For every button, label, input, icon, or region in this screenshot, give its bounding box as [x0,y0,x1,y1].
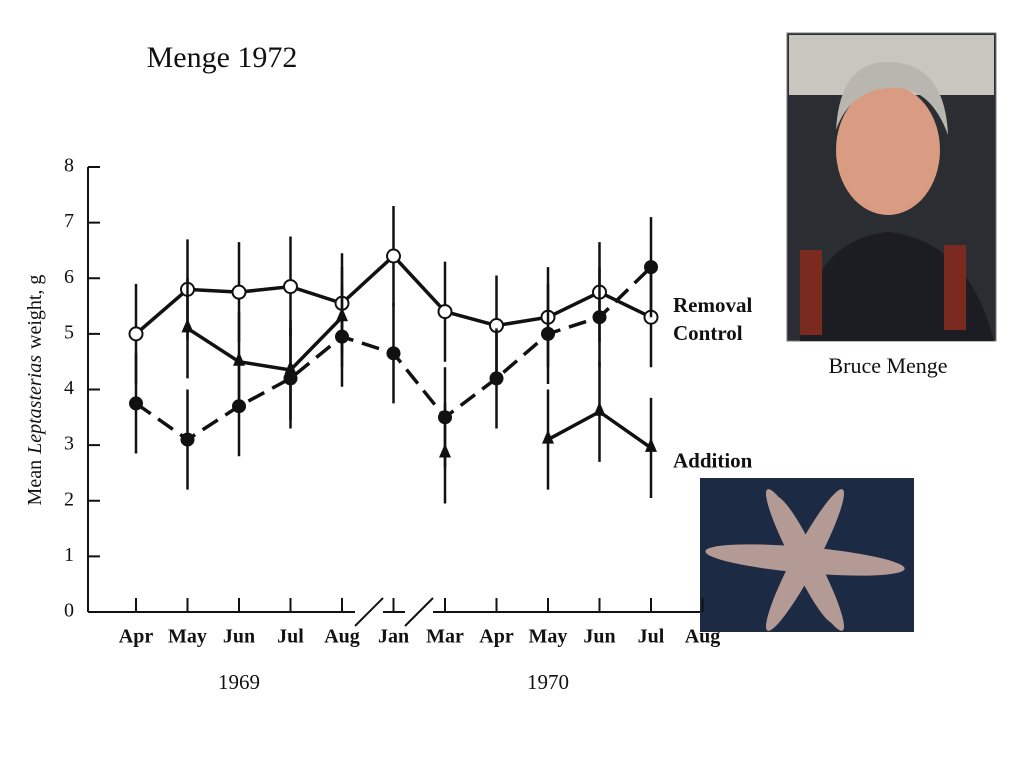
series-label: Control [673,321,743,345]
x-tick-label: Jun [583,626,615,648]
y-tick-label: 6 [64,266,74,288]
year-label: 1969 [218,670,260,694]
point [437,304,453,320]
x-tick-label: Jun [223,626,255,648]
x-tick-label: Jul [638,626,665,648]
x-tick-label: Apr [479,626,514,648]
point [180,432,195,447]
point [336,307,348,322]
point [129,396,143,411]
x-tick-label: May [168,626,207,648]
point [128,326,144,342]
point [283,279,298,295]
point [645,437,657,452]
photo-caption: Bruce Menge [828,353,947,378]
seastar-photo [700,478,914,632]
x-tick-label: Mar [426,626,464,648]
x-tick-label: Aug [324,626,360,648]
point [439,443,451,458]
point [644,260,658,275]
point [233,351,245,366]
y-tick-label: 8 [64,155,74,177]
axis-break [354,597,434,627]
x-tick-label: Apr [119,626,154,648]
slide-title: Menge 1972 [147,41,298,74]
y-label-part: Mean [24,460,46,506]
y-tick-label: 7 [64,210,74,232]
series-label: Removal [673,293,752,317]
x-tick-label: Jul [277,626,304,648]
y-axis-label: Mean Leptasterias weight, g [24,275,46,506]
point [542,429,554,444]
point [593,401,606,416]
year-label: 1970 [527,670,569,694]
y-label-part: weight, g [24,275,46,349]
point [284,360,297,375]
y-tick-label: 5 [64,321,74,343]
y-tick-label: 2 [64,488,74,510]
y-tick-label: 3 [64,433,74,455]
y-tick-label: 4 [64,377,74,399]
x-tick-label: May [529,626,568,648]
point [386,346,401,361]
series-line [186,315,653,450]
x-tick-label: Aug [685,626,721,648]
y-tick-label: 0 [64,600,74,622]
point [181,318,194,333]
point [592,310,607,325]
point [386,248,401,264]
series-label: Addition [673,449,753,473]
portrait-photo [786,32,997,342]
point [541,326,555,341]
y-label-part: Leptasterias [24,355,46,455]
point [231,284,247,300]
x-tick-label: Jan [378,626,409,648]
point [489,371,504,386]
y-tick-label: 1 [64,544,74,566]
